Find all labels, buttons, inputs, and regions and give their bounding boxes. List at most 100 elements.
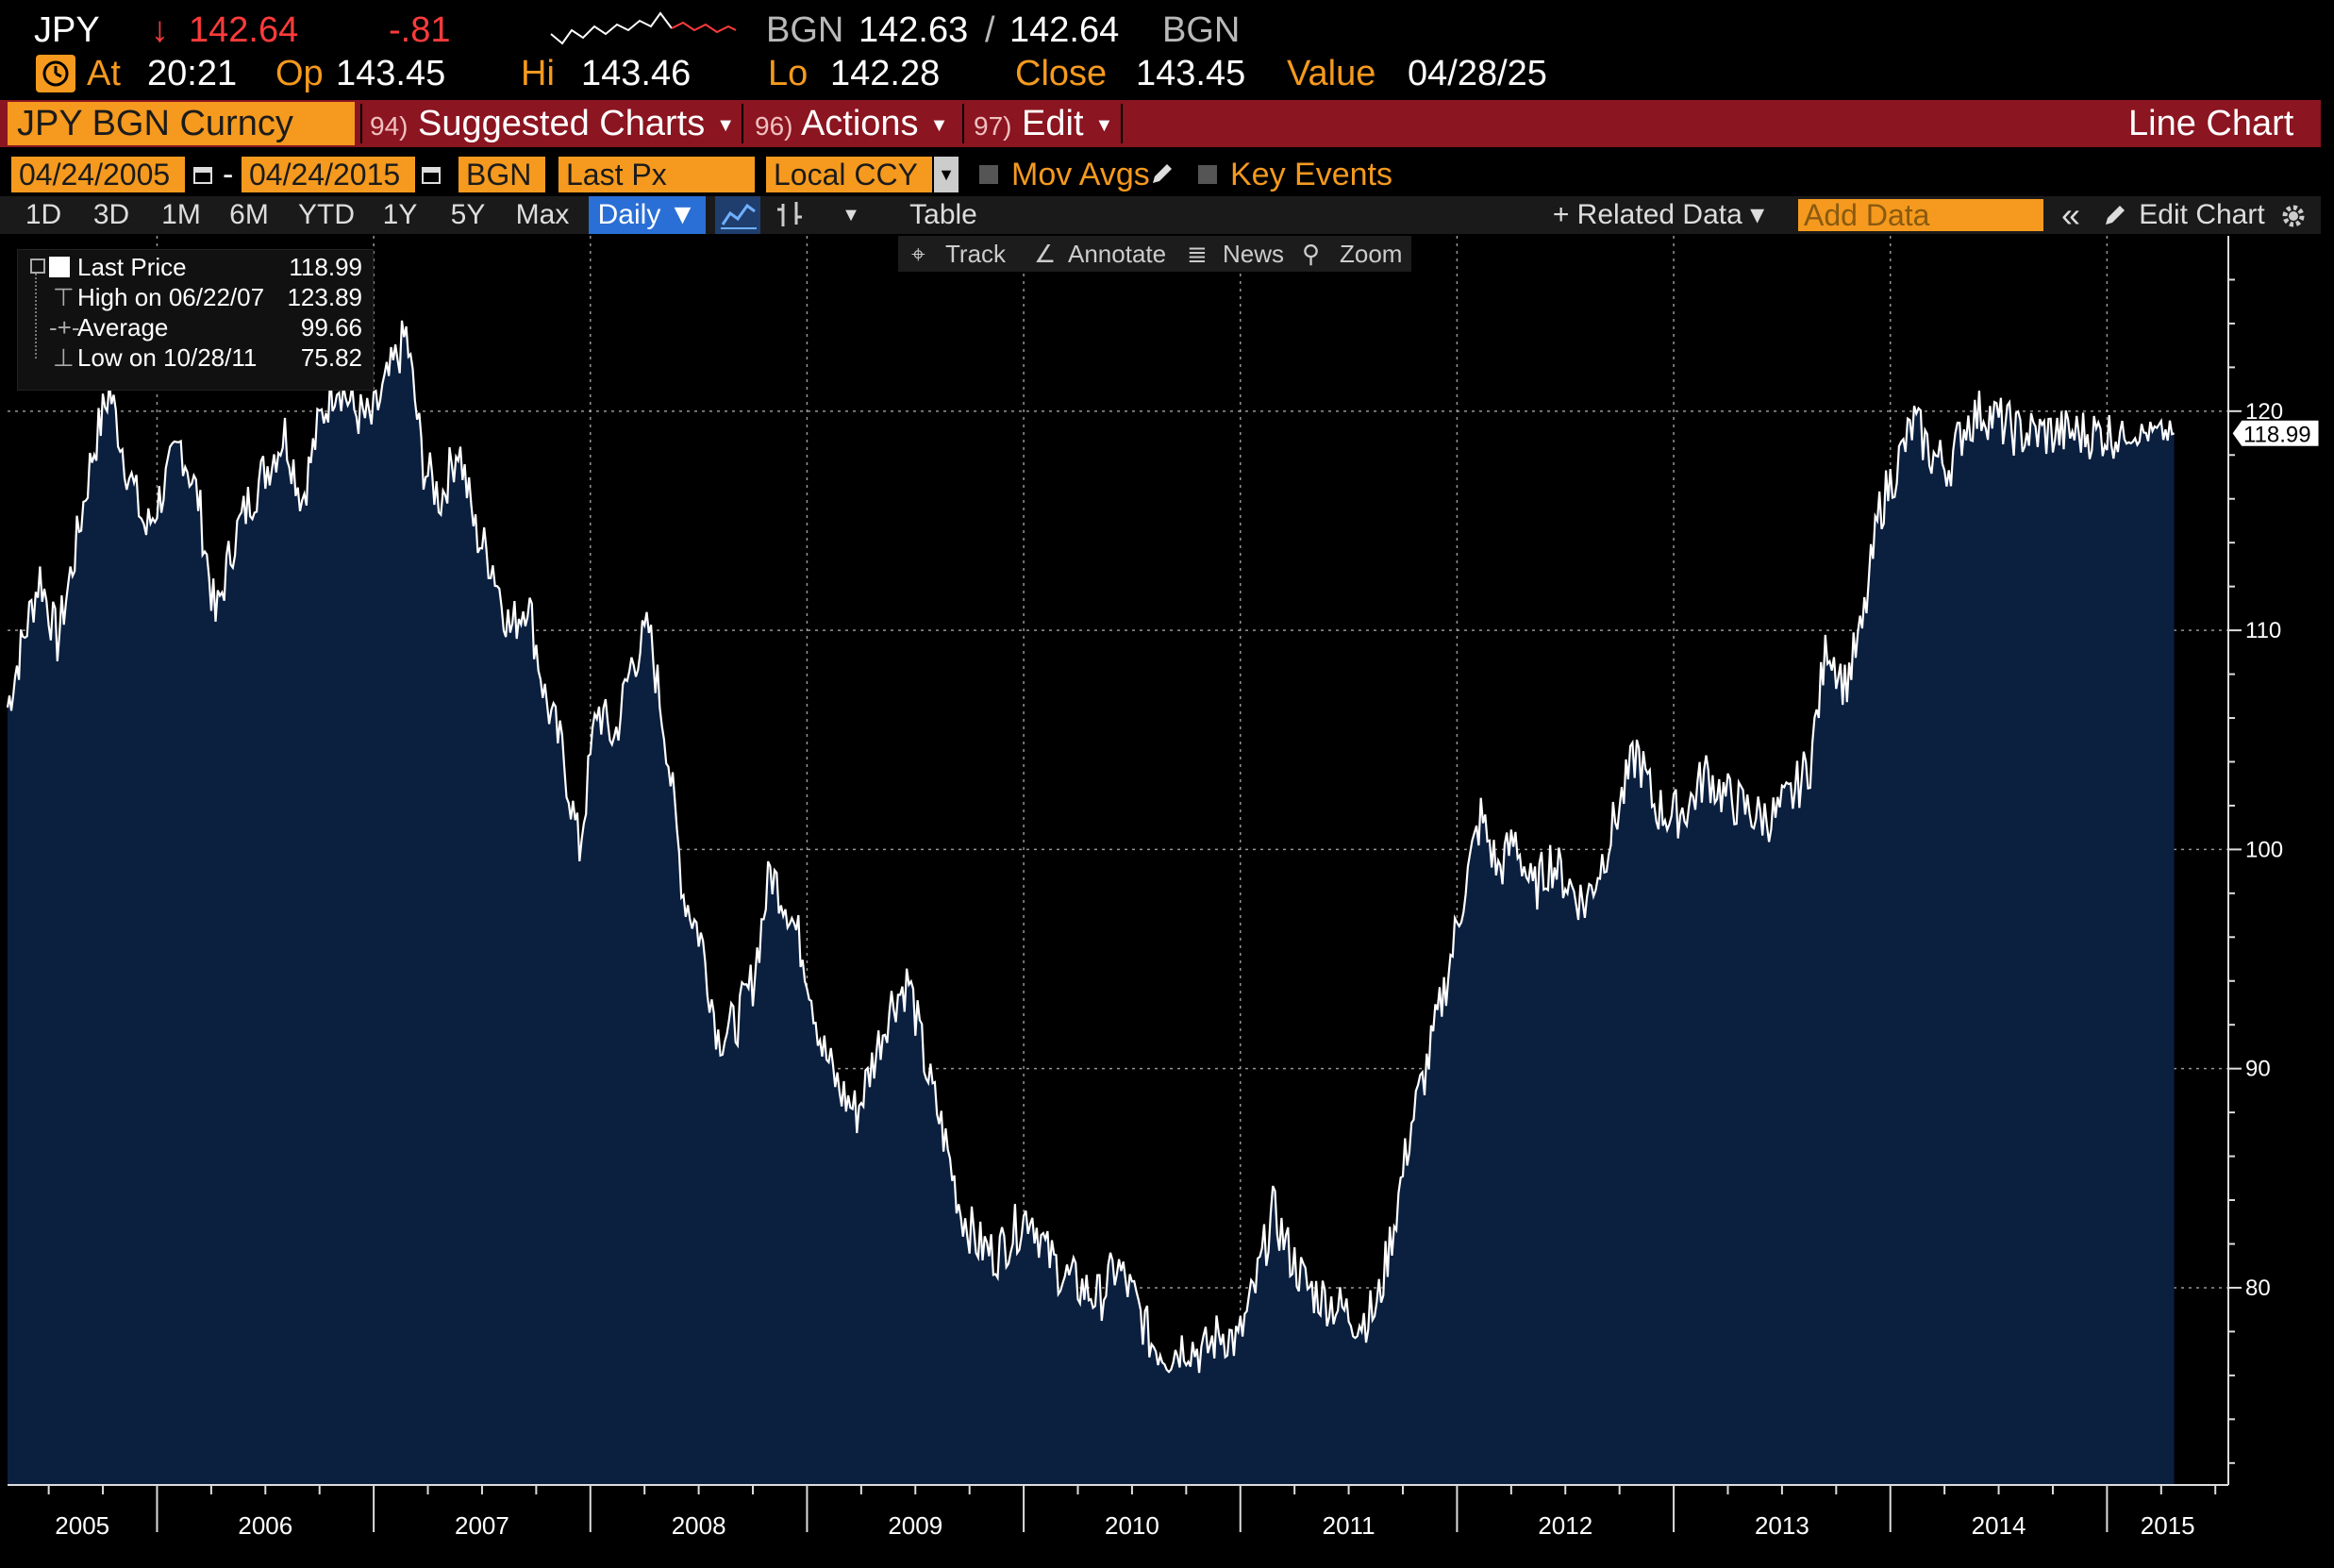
start-date-field[interactable]: 04/24/2005	[11, 157, 185, 192]
x-tick-label: 2007	[455, 1511, 509, 1540]
bar-chart-icon[interactable]	[774, 200, 808, 230]
gear-icon[interactable]	[2277, 200, 2309, 232]
ticker-symbol: JPY	[34, 10, 100, 50]
y-tick-label: 100	[2245, 837, 2283, 862]
actions-menu[interactable]: 96) Actions ▼	[755, 100, 948, 147]
last-price: 142.64	[189, 10, 299, 50]
x-tick-label: 2012	[1538, 1511, 1592, 1540]
suggested-charts-label: Suggested Charts	[418, 104, 706, 143]
x-tick-label: 2014	[1972, 1511, 2026, 1540]
period-max[interactable]: Max	[515, 199, 570, 230]
legend-last-label: Last Price	[77, 253, 187, 281]
news-icon[interactable]: ≣	[1187, 240, 1208, 268]
add-data-input[interactable]: Add Data	[1798, 199, 2043, 231]
period-3d[interactable]: 3D	[92, 199, 130, 230]
zoom-icon[interactable]: ⚲	[1302, 240, 1321, 268]
ask-price: 142.64	[1009, 10, 1120, 50]
edit-label: Edit	[1022, 104, 1084, 143]
period-6m[interactable]: 6M	[229, 199, 269, 230]
legend-tree-line	[35, 274, 39, 359]
period-1m[interactable]: 1M	[161, 199, 201, 230]
legend-collapse-icon[interactable]	[30, 259, 45, 274]
legend-low-value: 75.82	[300, 343, 362, 372]
legend-last-value: 118.99	[289, 253, 362, 281]
clock-icon	[36, 55, 75, 92]
period-1d[interactable]: 1D	[25, 199, 62, 230]
zoom-button[interactable]: Zoom	[1340, 240, 1403, 268]
menu-divider	[742, 104, 743, 143]
close-value: 143.45	[1136, 54, 1246, 93]
key-events-label[interactable]: Key Events	[1230, 157, 1392, 192]
ticker-row: JPY ↓ 142.64 -.81 BGN 142.63 / 142.64 BG…	[0, 0, 2334, 50]
edit-menu[interactable]: 97) Edit ▼	[974, 100, 1113, 147]
bid-price: 142.63	[859, 10, 969, 50]
legend-low-label: Low on 10/28/11	[77, 343, 258, 372]
low-label: Lo	[768, 54, 809, 93]
end-date-field[interactable]: 04/24/2015	[242, 157, 415, 192]
legend-high-value: 123.89	[287, 283, 362, 311]
period-5y[interactable]: 5Y	[450, 199, 486, 230]
bid-ask-separator: /	[985, 10, 995, 50]
average-marker-icon: -+-	[49, 313, 80, 342]
frequency-dropdown[interactable]: Daily ▼	[589, 196, 706, 234]
menu-divider	[1121, 104, 1123, 143]
table-button[interactable]: Table	[909, 199, 977, 230]
price-area	[8, 320, 2175, 1485]
related-data-button[interactable]: + Related Data ▾	[1552, 199, 1765, 230]
at-label: At	[87, 54, 121, 93]
currency-dropdown-icon[interactable]: ▼	[934, 157, 959, 192]
x-tick-label: 2009	[888, 1511, 942, 1540]
calendar-icon[interactable]	[192, 164, 213, 185]
menu-bar	[0, 100, 2321, 147]
x-tick-label: 2015	[2141, 1511, 2195, 1540]
chart-tools-bar	[898, 236, 1411, 272]
menu-divider	[360, 104, 362, 143]
actions-label: Actions	[800, 104, 919, 143]
track-button[interactable]: Track	[945, 240, 1007, 268]
collapse-icon[interactable]: «	[2060, 195, 2081, 234]
currency-field[interactable]: Local CCY	[766, 157, 932, 192]
last-price-marker: 118.99	[2231, 419, 2320, 447]
news-button[interactable]: News	[1223, 240, 1285, 268]
caret-down-icon: ▼	[929, 114, 949, 136]
key-events-checkbox[interactable]	[1198, 165, 1217, 184]
security-field[interactable]: JPY BGN Curncy	[8, 102, 355, 145]
caret-down-icon: ▼	[716, 114, 736, 136]
open-value: 143.45	[336, 54, 446, 93]
price-field[interactable]: Last Px	[558, 157, 755, 192]
x-tick-label: 2010	[1105, 1511, 1159, 1540]
period-ytd[interactable]: YTD	[298, 199, 355, 230]
chart-type-label[interactable]: Line Chart	[2128, 104, 2294, 143]
crosshair-icon[interactable]: ⌖	[911, 240, 925, 268]
source-field[interactable]: BGN	[458, 157, 545, 192]
y-tick-label: 80	[2245, 1276, 2271, 1301]
x-tick-label: 2006	[238, 1511, 292, 1540]
calendar-icon[interactable]	[421, 164, 442, 185]
low-marker-icon: ⊥	[53, 343, 75, 372]
y-tick-label: 110	[2245, 618, 2281, 643]
mov-avgs-checkbox[interactable]	[979, 165, 998, 184]
low-value: 142.28	[830, 54, 941, 93]
caret-down-icon: ▼	[1094, 114, 1114, 136]
chart-style-dropdown-icon[interactable]: ▼	[842, 205, 860, 225]
edit-chart-button[interactable]: Edit Chart	[2139, 199, 2265, 230]
legend-high-label: High on 06/22/07	[77, 283, 265, 311]
value-date: 04/28/25	[1408, 54, 1547, 93]
annotate-button[interactable]: Annotate	[1068, 240, 1167, 268]
price-source-2: BGN	[1162, 10, 1241, 50]
x-axis: 2005 2006 2007 2008 2009 2010 2011 2012 2013 2014…	[8, 1484, 2228, 1540]
legend-average-label: Average	[77, 313, 169, 342]
x-tick-label: 2005	[55, 1511, 109, 1540]
pencil-icon[interactable]	[1149, 160, 1175, 187]
annotate-icon[interactable]: ∠	[1034, 240, 1057, 268]
suggested-charts-menu[interactable]: 94) Suggested Charts ▼	[370, 100, 735, 147]
x-tick-label: 2013	[1755, 1511, 1809, 1540]
pencil-icon[interactable]	[2102, 202, 2128, 228]
high-marker-icon: ⊤	[53, 283, 75, 311]
quote-time: 20:21	[147, 54, 238, 93]
legend-swatch	[49, 257, 70, 277]
mov-avgs-label[interactable]: Mov Avgs	[1011, 157, 1150, 192]
line-chart-icon[interactable]	[715, 196, 760, 234]
period-1y[interactable]: 1Y	[382, 199, 418, 230]
